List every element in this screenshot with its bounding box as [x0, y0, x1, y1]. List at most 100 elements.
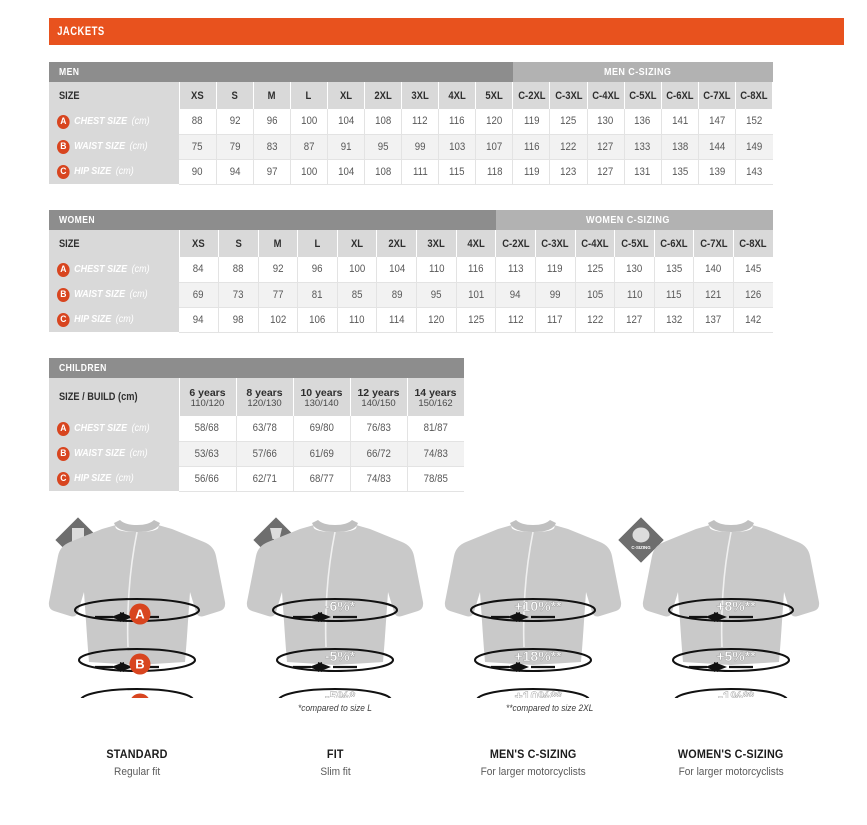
size-value: 62/71 [252, 472, 277, 485]
jacket-illustration: -6%* -5%* -5%* [246, 520, 424, 698]
column-header-2xl: 2XL [376, 230, 418, 257]
size-value-cell: 140 [693, 257, 734, 283]
size-build-header: SIZE / BUILD (cm) [49, 378, 180, 416]
measurement-ellipse [275, 647, 395, 673]
size-value-cell: 125 [456, 307, 497, 333]
size-value-cell: 122 [575, 307, 616, 333]
column-header-label: C-3XL [541, 237, 569, 250]
column-header-label: L [305, 89, 312, 102]
figure-caption: STANDARD Regular fit [32, 747, 242, 778]
size-label-header: SIZE [49, 82, 180, 109]
size-table-children: CHILDREN SIZE / BUILD (cm) 6 years 110/120 8… [49, 358, 465, 492]
size-value-cell: 147 [698, 109, 736, 135]
size-value: 105 [586, 288, 603, 301]
column-header-xs: XS [179, 82, 217, 109]
size-value: 102 [269, 313, 287, 326]
column-header-c-2xl: C-2XL [512, 82, 551, 109]
table-row: A CHEST SIZE (cm) 88 92 96 100 104 108 112 116 120 1… [49, 109, 773, 135]
column-header-c-5xl: C-5XL [614, 230, 655, 257]
percent-label: -1%** [718, 688, 754, 698]
size-value-cell: 92 [216, 109, 254, 135]
column-header-label: S [231, 89, 238, 102]
column-header-build-label: 150/162 [418, 397, 453, 409]
measurement-ellipse [278, 687, 392, 698]
size-value-cell: 101 [456, 282, 497, 308]
size-value-cell: 100 [290, 159, 328, 185]
size-value: 119 [547, 263, 563, 276]
badge-text: C-SIZING [631, 545, 651, 550]
column-header-age-label: 10 years [300, 386, 343, 399]
size-value-cell: 96 [297, 257, 338, 283]
column-header-c-8xl: C-8XL [735, 82, 774, 109]
section-header-children: CHILDREN [49, 358, 464, 378]
column-header-4xl: 4XL [456, 230, 497, 257]
measure-badge-a: A [57, 262, 70, 277]
size-value-cell: 127 [614, 307, 655, 333]
column-header-age: 6 years 110/120 [179, 378, 237, 416]
percent-label: -5%* [325, 648, 356, 664]
measure-badge-c: C [57, 471, 70, 486]
figure-caption-title: STANDARD [106, 747, 168, 761]
column-header-label: XL [339, 89, 352, 102]
section-header-women: WOMEN [49, 210, 496, 230]
percent-label: -6%* [325, 598, 356, 614]
column-header-label: C-4XL [591, 89, 620, 102]
size-value-cell: 141 [661, 109, 699, 135]
column-header-s: S [218, 230, 259, 257]
size-value: 104 [388, 263, 405, 276]
size-value-cell: 66/72 [350, 441, 408, 467]
size-value-cell: 119 [535, 257, 576, 283]
size-value: 152 [746, 115, 763, 128]
size-value: 98 [233, 313, 244, 326]
size-value-cell: 117 [535, 307, 576, 333]
size-value: 135 [665, 263, 683, 276]
size-value-cell: 88 [218, 257, 259, 283]
size-value: 94 [229, 165, 241, 178]
size-value: 122 [586, 313, 603, 326]
size-value: 120 [486, 115, 503, 128]
size-value: 69 [193, 288, 204, 301]
size-value-cell: 138 [661, 134, 699, 160]
size-value: 63/78 [252, 422, 277, 435]
row-label-c: C HIP SIZE (cm) [49, 307, 179, 332]
row-label-text: HIP SIZE [74, 473, 112, 484]
size-value: 79 [229, 140, 241, 153]
size-value: 113 [507, 263, 524, 276]
size-value: 106 [309, 313, 326, 326]
size-value-cell: 119 [512, 109, 551, 135]
column-header-build-label: 130/140 [304, 397, 339, 409]
size-value-cell: 90 [179, 159, 217, 185]
column-header-label: XL [351, 237, 364, 250]
size-value: 66/72 [366, 447, 391, 460]
column-header-label: C-3XL [554, 89, 583, 102]
row-label-text: CHEST SIZE [74, 264, 128, 275]
column-header-age-label: 12 years [357, 386, 400, 399]
column-header-c-6xl: C-6XL [661, 82, 699, 109]
row-label-a: A CHEST SIZE (cm) [49, 109, 179, 134]
size-value: 75 [191, 140, 203, 153]
size-value: 120 [428, 313, 445, 326]
size-value: 83 [266, 140, 278, 153]
column-header-label: C-6XL [660, 237, 688, 250]
column-header-2xl: 2XL [364, 82, 403, 109]
size-value: 61/69 [309, 447, 334, 460]
column-header-build-label: 110/120 [190, 397, 225, 409]
size-value: 100 [300, 165, 317, 178]
size-value-cell: 137 [693, 307, 734, 333]
size-value-cell: 139 [698, 159, 736, 185]
jacket-illustration: A B C [48, 520, 226, 698]
jacket-illustration: +10%** +18%** +10%** [444, 520, 622, 698]
figure-caption-title: WOMEN'S C-SIZING [678, 747, 784, 761]
size-value-cell: 131 [624, 159, 662, 185]
size-value-cell: 118 [475, 159, 514, 185]
size-value-cell: 94 [179, 307, 220, 333]
column-header-build-label: 140/150 [361, 397, 396, 409]
size-value: 92 [272, 263, 284, 276]
size-value-cell: 127 [587, 159, 625, 185]
size-value: 116 [449, 115, 465, 128]
size-value-cell: 56/66 [179, 466, 237, 492]
size-label-text: SIZE [59, 89, 80, 102]
size-value: 115 [449, 165, 465, 178]
column-header-label: XS [192, 237, 206, 250]
size-value-cell: 107 [475, 134, 514, 160]
